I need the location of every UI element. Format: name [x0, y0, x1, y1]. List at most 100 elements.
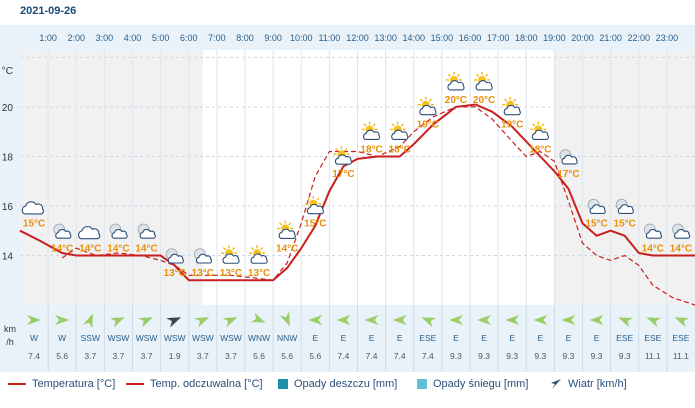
hour-label: 10:00	[290, 33, 313, 43]
wind-arrow-icon	[308, 315, 323, 325]
sun-cloud-icon	[417, 96, 437, 116]
wind-arrow-icon	[166, 317, 182, 328]
wind-arrow-icon	[589, 315, 604, 325]
wind-direction: W	[58, 333, 66, 343]
wind-arrow-icon	[110, 317, 125, 328]
wind-direction: E	[341, 333, 347, 343]
wind-direction: ESE	[419, 333, 436, 343]
temperature-data-label: 19°C	[417, 120, 439, 131]
wind-arrow-icon	[505, 315, 520, 325]
hour-label: 13:00	[374, 33, 397, 43]
legend-rain: Opady deszczu [mm]	[278, 372, 397, 396]
hour-label: 11:00	[318, 33, 340, 43]
temperature-data-label: 15°C	[304, 219, 326, 230]
hour-label: 2:00	[67, 33, 85, 43]
hour-label: 8:00	[236, 33, 254, 43]
cloud-night-icon	[559, 149, 578, 165]
cloud-night-icon	[109, 223, 128, 239]
wind-arrow-icon	[551, 379, 561, 389]
y-tick-label: 14	[2, 251, 14, 262]
daylight-band	[202, 50, 555, 305]
sun-cloud-icon	[474, 71, 493, 91]
wind-speed: 7.4	[394, 351, 406, 361]
feels-like-line-swatch	[126, 383, 144, 385]
legend-temperature-label: Temperatura [°C]	[32, 378, 116, 390]
hour-header	[20, 25, 695, 50]
legend-wind: Wiatr [km/h]	[550, 372, 627, 396]
wind-direction: E	[481, 333, 487, 343]
legend-feels-like: Temp. odczuwalna [°C]	[126, 372, 263, 396]
wind-direction: E	[453, 333, 459, 343]
hour-label: 3:00	[96, 33, 114, 43]
hour-label: 19:00	[543, 33, 566, 43]
temperature-data-label: 15°C	[23, 219, 45, 230]
temperature-data-label: 14°C	[79, 243, 101, 254]
wind-speed: 9.3	[506, 351, 518, 361]
wind-arrow-icon	[336, 315, 351, 325]
y-tick-label: 20	[2, 103, 14, 114]
wind-speed: 9.3	[619, 351, 631, 361]
sun-cloud-icon	[333, 146, 353, 165]
sun-cloud-icon	[502, 96, 521, 116]
wind-speed: 7.4	[28, 351, 40, 361]
wind-speed: 3.7	[141, 351, 153, 361]
cloud-night-icon	[587, 198, 606, 215]
wind-arrow-icon	[364, 315, 379, 325]
wind-direction: ESE	[644, 333, 661, 343]
temperature-data-label: 17°C	[557, 169, 579, 180]
temperature-data-label: 13°C	[192, 268, 214, 279]
temperature-data-label: 20°C	[445, 95, 467, 106]
legend-wind-label: Wiatr [km/h]	[568, 378, 627, 390]
y-axis-panel	[0, 25, 20, 372]
wind-speed: 3.7	[225, 351, 237, 361]
sun-cloud-icon	[445, 71, 465, 91]
temperature-data-label: 14°C	[642, 243, 664, 254]
wind-speed: 3.7	[113, 351, 125, 361]
sun-cloud-icon	[305, 195, 324, 215]
wind-direction: E	[369, 333, 375, 343]
temperature-data-label: 18°C	[529, 144, 551, 155]
sun-cloud-icon	[220, 245, 240, 264]
wind-direction: W	[30, 333, 38, 343]
forecast-date: 2021-09-26	[20, 5, 77, 17]
temperature-data-label: 18°C	[389, 144, 411, 155]
wind-arrow-icon	[421, 317, 437, 328]
hour-label: 1:00	[39, 33, 57, 43]
rain-swatch	[278, 379, 288, 389]
temperature-data-label: 14°C	[276, 243, 298, 254]
wind-unit-label: km	[4, 324, 16, 334]
hour-label: 14:00	[402, 33, 425, 43]
sun-cloud-icon	[389, 121, 409, 141]
wind-arrow-icon	[674, 317, 690, 328]
meteogram-chart: 1:00 2:00 3:00 4:00 5:00 6:00 7:00 8:00 9:00 10:0…	[0, 25, 695, 372]
y-tick-label: 16	[2, 202, 14, 213]
hour-label: 23:00	[656, 33, 679, 43]
legend: Temperatura [°C] Temp. odczuwalna [°C] O…	[0, 372, 695, 396]
wind-arrow-icon	[27, 315, 42, 325]
cloud-night-icon	[615, 198, 634, 215]
cloud-night-icon	[53, 223, 72, 239]
cloud-night-icon	[193, 248, 213, 264]
wind-speed: 9.3	[563, 351, 575, 361]
hour-label: 17:00	[487, 33, 510, 43]
hour-label: 22:00	[627, 33, 650, 43]
wind-speed: 7.4	[422, 351, 434, 361]
wind-speed: 5.6	[309, 351, 321, 361]
temperature-data-label: 20°C	[473, 95, 495, 106]
temperature-data-label: 13°C	[164, 268, 186, 279]
wind-speed: 9.3	[478, 351, 490, 361]
wind-direction: E	[537, 333, 543, 343]
legend-feels-like-label: Temp. odczuwalna [°C]	[150, 378, 263, 390]
cloud-night-icon	[165, 248, 184, 264]
temperature-data-label: 13°C	[248, 268, 270, 279]
wind-direction: E	[509, 333, 515, 343]
wind-speed: 9.3	[534, 351, 546, 361]
temperature-data-label: 14°C	[107, 243, 129, 254]
wind-direction: E	[397, 333, 403, 343]
wind-speed: 5.6	[56, 351, 68, 361]
temperature-line	[19, 103, 695, 282]
feels-like-line	[61, 106, 695, 306]
wind-arrow-icon	[138, 317, 154, 328]
wind-arrow-icon	[55, 315, 70, 325]
